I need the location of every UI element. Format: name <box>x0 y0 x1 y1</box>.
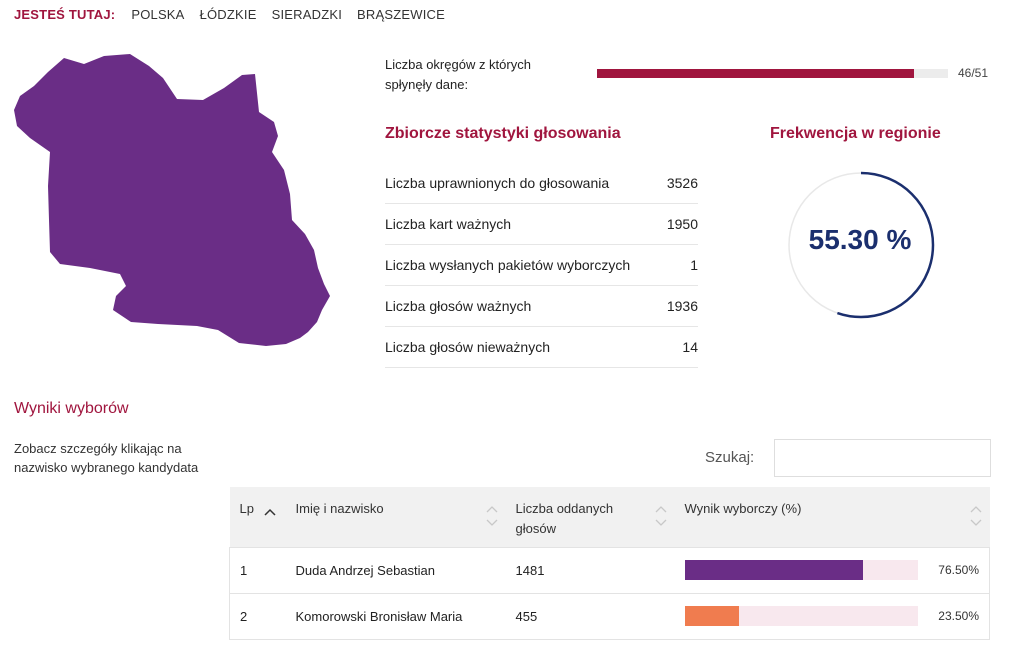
districts-progress-label: Liczba okręgów z których spłynęły dane: <box>385 57 531 92</box>
column-header-name[interactable]: Imię i nazwisko <box>286 487 506 547</box>
cell-result: 76.50% <box>674 546 990 593</box>
turnout-title: Frekwencja w regionie <box>770 125 941 142</box>
column-header-label: Wynik wyborczy (%) <box>684 501 802 516</box>
turnout-gauge <box>787 171 935 319</box>
result-percent: 76.50% <box>938 563 979 577</box>
breadcrumb-item-lodzkie[interactable]: ŁÓDZKIE <box>199 7 257 22</box>
candidate-name-link[interactable]: Duda Andrzej Sebastian <box>285 546 506 593</box>
stats-list: Liczba uprawnionych do głosowania 3526 L… <box>385 163 698 368</box>
table-row[interactable]: 1 Duda Andrzej Sebastian 1481 76.50% <box>229 546 990 593</box>
stats-row-value: 1 <box>690 257 698 273</box>
candidate-name-link[interactable]: Komorowski Bronisław Maria <box>285 592 506 640</box>
column-header-votes[interactable]: Liczba oddanych głosów <box>506 487 675 547</box>
column-header-label: Lp <box>239 501 254 516</box>
search-input[interactable] <box>774 439 991 477</box>
stats-row-label: Liczba wysłanych pakietów wyborczych <box>385 257 631 273</box>
table-row[interactable]: 2 Komorowski Bronisław Maria 455 23.50% <box>229 592 990 640</box>
turnout-gauge-arc <box>787 171 935 319</box>
breadcrumb-item-sieradzki[interactable]: SIERADZKI <box>271 7 343 22</box>
column-header-label: Liczba oddanych głosów <box>515 501 614 536</box>
sort-both-icon <box>970 506 981 526</box>
column-header-lp[interactable]: Lp <box>230 487 286 547</box>
table-header-row: Lp Imię i nazwisko Liczba oddanych głosó… <box>229 487 990 547</box>
result-bar-fill <box>684 606 740 626</box>
result-percent: 23.50% <box>938 609 979 623</box>
stats-row-label: Liczba uprawnionych do głosowania <box>385 175 610 191</box>
result-bar-track <box>684 606 918 626</box>
districts-progress-fill <box>597 69 914 78</box>
stats-row-label: Liczba głosów nieważnych <box>385 339 550 355</box>
search-label: Szukaj: <box>705 449 755 466</box>
stats-title: Zbiorcze statystyki głosowania <box>385 125 621 142</box>
breadcrumb: JESTEŚ TUTAJ: POLSKA ŁÓDZKIE SIERADZKI B… <box>14 7 460 22</box>
breadcrumb-label: JESTEŚ TUTAJ: <box>14 7 116 22</box>
stats-row-value: 3526 <box>666 175 698 191</box>
region-map-shape <box>14 54 330 346</box>
result-bar-fill <box>684 560 863 580</box>
stats-row: Liczba kart ważnych 1950 <box>385 204 698 245</box>
stats-row-label: Liczba głosów ważnych <box>385 298 532 314</box>
column-header-label: Imię i nazwisko <box>295 501 384 516</box>
districts-progress-count: 46/51 <box>958 66 989 80</box>
cell-lp: 1 <box>229 546 286 593</box>
sort-both-icon <box>655 506 666 526</box>
turnout-value: 55.30 % <box>808 224 912 255</box>
breadcrumb-item-braszewice[interactable]: BRĄSZEWICE <box>357 7 445 22</box>
result-bar-cell: 23.50% <box>684 606 979 626</box>
results-title: Wyniki wyborów <box>14 400 129 417</box>
stats-row: Liczba głosów ważnych 1936 <box>385 286 698 327</box>
cell-lp: 2 <box>229 592 286 640</box>
stats-row-value: 1950 <box>666 216 698 232</box>
results-table: Lp Imię i nazwisko Liczba oddanych głosó… <box>229 487 990 640</box>
cell-result: 23.50% <box>674 592 990 640</box>
result-bar-track <box>684 560 918 580</box>
result-bar-cell: 76.50% <box>684 560 979 580</box>
districts-progress-bar <box>597 69 948 78</box>
stats-row: Liczba uprawnionych do głosowania 3526 <box>385 163 698 204</box>
results-hint: Zobacz szczegóły klikając na nazwisko wy… <box>14 441 199 475</box>
cell-votes: 455 <box>505 592 675 640</box>
breadcrumb-item-polska[interactable]: POLSKA <box>131 7 185 22</box>
sort-both-icon <box>486 506 497 526</box>
sort-ascending-icon <box>263 508 276 516</box>
stats-row: Liczba wysłanych pakietów wyborczych 1 <box>385 245 698 286</box>
region-map <box>12 52 332 352</box>
column-header-result[interactable]: Wynik wyborczy (%) <box>675 487 990 547</box>
stats-row: Liczba głosów nieważnych 14 <box>385 327 698 368</box>
stats-row-value: 14 <box>682 339 698 355</box>
stats-row-value: 1936 <box>666 298 698 314</box>
stats-row-label: Liczba kart ważnych <box>385 216 512 232</box>
cell-votes: 1481 <box>505 546 675 593</box>
